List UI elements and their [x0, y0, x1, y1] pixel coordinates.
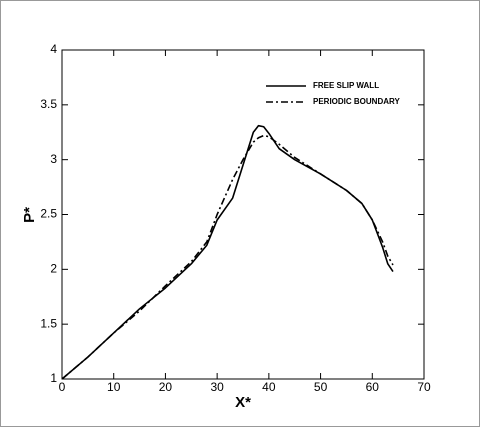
series-line	[61, 134, 394, 380]
legend-label: PERIODIC BOUNDARY	[313, 97, 400, 106]
y-axis-title: P*	[21, 207, 38, 223]
x-tick-label: 50	[314, 380, 328, 394]
y-tick-label: 2	[50, 262, 57, 276]
y-tick-label: 1.5	[40, 316, 57, 330]
x-tick-label: 60	[366, 380, 380, 394]
y-tick-label: 4	[50, 42, 57, 56]
x-tick-label: 20	[159, 380, 173, 394]
y-tick-label: 3.5	[40, 97, 57, 111]
x-axis-title: X*	[235, 394, 251, 411]
x-tick-label: 0	[59, 380, 66, 394]
x-tick-label: 40	[262, 380, 276, 394]
y-tick-label: 1	[50, 371, 57, 385]
y-tick-label: 3	[50, 152, 57, 166]
x-tick-label: 10	[107, 380, 121, 394]
y-tick-label: 2.5	[40, 207, 57, 221]
x-tick-label: 70	[417, 380, 431, 394]
legend-label: FREE SLIP WALL	[313, 81, 379, 90]
x-tick-label: 30	[210, 380, 224, 394]
